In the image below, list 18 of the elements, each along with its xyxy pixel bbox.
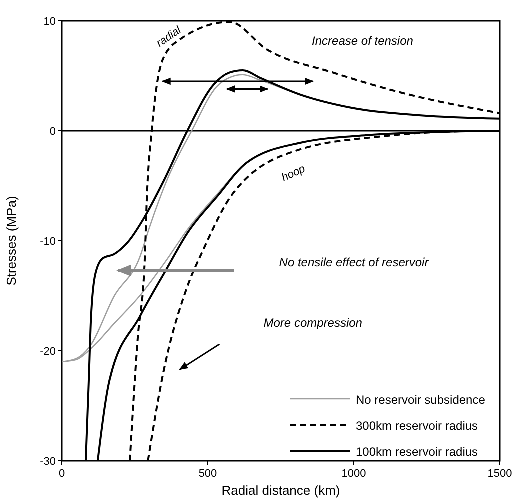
annotation: hoop <box>280 163 308 184</box>
x-tick-label: 500 <box>198 468 218 480</box>
y-tick-label: 0 <box>50 126 56 138</box>
y-tick-label: 10 <box>44 16 56 28</box>
x-tick-label: 1000 <box>342 468 366 480</box>
legend-label: 100km reservoir radius <box>356 445 478 459</box>
y-axis-title: Stresses (MPa) <box>4 196 19 286</box>
x-tick-label: 0 <box>58 468 66 480</box>
annotation: Increase of tension <box>312 34 414 48</box>
legend-label: No reservoir subsidence <box>356 393 486 407</box>
y-tick-label: -10 <box>40 236 56 248</box>
annotation: No tensile effect of reservoir <box>279 255 430 270</box>
y-tick-label: -20 <box>40 346 56 358</box>
x-tick-label: 1500 <box>488 468 512 480</box>
annotation: More compression <box>264 316 363 330</box>
y-tick-label: -30 <box>40 456 56 468</box>
legend-label: 300km reservoir radius <box>356 419 478 433</box>
x-axis-title: Radial distance (km) <box>222 483 340 498</box>
